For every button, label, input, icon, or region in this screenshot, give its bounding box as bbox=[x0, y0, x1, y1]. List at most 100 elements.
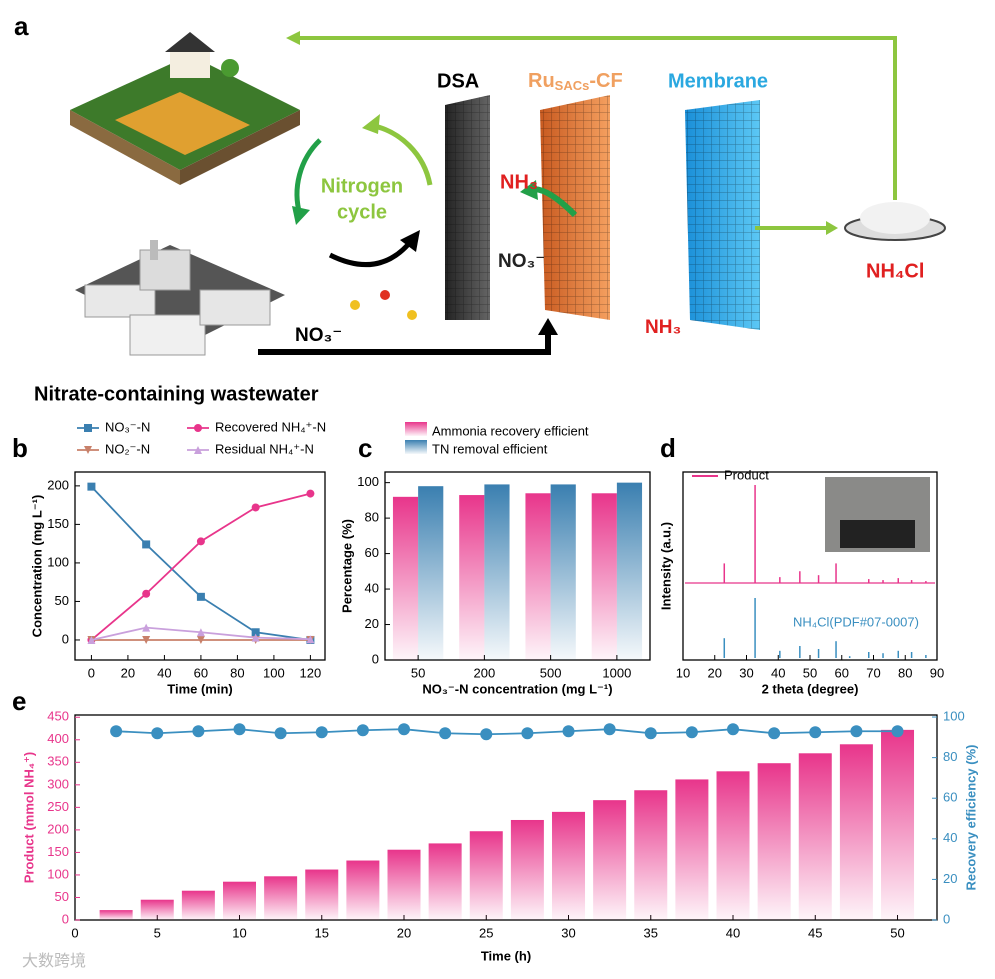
bar bbox=[798, 753, 832, 920]
y-tick-label: 200 bbox=[47, 821, 69, 836]
bar bbox=[552, 811, 586, 920]
marker bbox=[480, 728, 493, 741]
x-tick-label: 0 bbox=[88, 665, 95, 680]
marker bbox=[251, 633, 260, 642]
x-tick-label: 35 bbox=[644, 925, 658, 940]
bar bbox=[591, 493, 617, 660]
chimney bbox=[150, 240, 158, 260]
x-tick-label: 1000 bbox=[602, 665, 631, 680]
bar bbox=[459, 495, 485, 660]
legend-marker bbox=[194, 446, 202, 454]
dsa-mesh bbox=[445, 95, 490, 320]
x-tick-label: 50 bbox=[803, 665, 817, 680]
x-tick-label: 10 bbox=[232, 925, 246, 940]
y-tick-label: 100 bbox=[357, 474, 379, 489]
ru-suffix: -CF bbox=[589, 70, 622, 92]
factory-building bbox=[199, 289, 271, 326]
x-tick-label: 70 bbox=[866, 665, 880, 680]
cycle-arrow bbox=[369, 122, 433, 186]
bar bbox=[428, 843, 462, 920]
marker bbox=[274, 727, 287, 740]
series-line bbox=[116, 728, 898, 736]
marker bbox=[196, 537, 205, 546]
marker bbox=[398, 723, 411, 736]
legend-label: Recovered NH₄⁺-N bbox=[215, 419, 326, 434]
powder bbox=[860, 202, 930, 234]
bar bbox=[525, 493, 551, 660]
arrow-head bbox=[362, 114, 380, 134]
panel-letter: a bbox=[14, 11, 29, 41]
y-tick-label: 80 bbox=[943, 749, 957, 764]
label-source: Nitrate-containing wastewater bbox=[34, 383, 319, 405]
bar bbox=[550, 484, 576, 660]
bar bbox=[634, 790, 668, 920]
plot-frame bbox=[384, 471, 651, 661]
label-cycle: cycle bbox=[337, 201, 387, 223]
marker bbox=[196, 628, 205, 637]
ru-sub: SACs bbox=[555, 78, 590, 93]
x-tick-label: 50 bbox=[890, 925, 904, 940]
marker bbox=[142, 623, 151, 632]
molecule bbox=[407, 310, 417, 320]
x-tick-label: 25 bbox=[479, 925, 493, 940]
ru-mesh bbox=[540, 95, 610, 320]
legend-swatch bbox=[405, 440, 427, 454]
marker bbox=[110, 725, 123, 738]
x-axis-title: Time (h) bbox=[481, 948, 531, 963]
x-tick-label: 20 bbox=[121, 665, 135, 680]
arrow-head bbox=[520, 180, 538, 200]
bar bbox=[881, 729, 915, 920]
x-axis-title: Time (min) bbox=[167, 681, 233, 696]
legend-marker bbox=[84, 424, 92, 432]
y-tick-label: 50 bbox=[55, 889, 69, 904]
label-no3: NO₃⁻ bbox=[498, 251, 545, 272]
farm-soil bbox=[180, 110, 300, 185]
label-ru: RuSACs-CF bbox=[528, 70, 623, 93]
factory-building bbox=[129, 314, 206, 356]
marker bbox=[850, 725, 863, 738]
bar bbox=[99, 910, 133, 920]
bar bbox=[181, 890, 215, 920]
marker bbox=[727, 723, 740, 736]
y-tick-label: 80 bbox=[365, 510, 379, 525]
x-tick-label: 30 bbox=[561, 925, 575, 940]
label-dsa: DSA bbox=[437, 70, 479, 92]
marker bbox=[562, 725, 575, 738]
legend-label: Residual NH₄⁺-N bbox=[215, 441, 314, 456]
y-axis-title: Intensity (a.u.) bbox=[658, 522, 673, 610]
marker bbox=[603, 723, 616, 736]
y-tick-label: 40 bbox=[365, 580, 379, 595]
bar bbox=[305, 869, 339, 920]
series-line bbox=[90, 492, 311, 641]
y-tick-label: 0 bbox=[943, 911, 950, 926]
y-tick-label: 20 bbox=[365, 616, 379, 631]
bar bbox=[469, 831, 503, 920]
marker bbox=[151, 727, 164, 740]
arrow-head bbox=[538, 318, 558, 335]
marker bbox=[644, 727, 657, 740]
legend-swatch bbox=[405, 422, 427, 436]
x-tick-label: 90 bbox=[930, 665, 944, 680]
marker bbox=[251, 628, 260, 637]
marker bbox=[306, 635, 315, 644]
arrow-head bbox=[826, 221, 838, 235]
x-tick-label: 20 bbox=[708, 665, 722, 680]
x-axis-title: 2 theta (degree) bbox=[762, 681, 859, 696]
crop-field bbox=[115, 92, 250, 155]
bar bbox=[223, 881, 257, 920]
label-product: NH₄Cl bbox=[866, 260, 924, 282]
marker bbox=[196, 592, 205, 601]
legend-marker bbox=[194, 424, 202, 432]
y-axis-title: Product (mmol NH₄⁺) bbox=[21, 752, 36, 884]
tree bbox=[221, 59, 239, 77]
marker bbox=[306, 489, 315, 498]
panel-letter: b bbox=[12, 433, 28, 463]
bar bbox=[716, 771, 750, 920]
y-tick-label: 20 bbox=[943, 871, 957, 886]
arrow-head bbox=[286, 31, 300, 45]
x-tick-label: 5 bbox=[154, 925, 161, 940]
bar bbox=[839, 744, 873, 920]
marker bbox=[521, 727, 534, 740]
marker bbox=[142, 589, 151, 598]
